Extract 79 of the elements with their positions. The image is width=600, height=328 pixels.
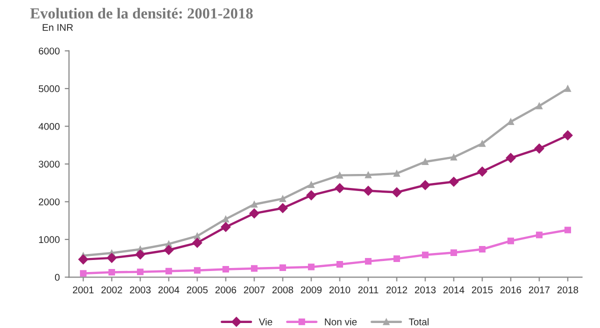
point [108, 268, 116, 276]
point [222, 266, 230, 273]
point [448, 176, 459, 187]
point [192, 238, 202, 248]
legend-label: Total [408, 318, 429, 326]
x-tick-label: 2008 [272, 286, 294, 294]
point [222, 216, 230, 222]
x-tick-label: 2011 [358, 286, 378, 294]
point [364, 258, 372, 265]
point [393, 255, 400, 262]
point [478, 140, 486, 147]
point [450, 249, 458, 256]
point [364, 172, 372, 178]
x-tick-label: 2006 [215, 286, 236, 294]
point [564, 85, 572, 92]
point [534, 144, 544, 154]
point [334, 183, 345, 194]
y-tick-label: 2000 [38, 198, 60, 206]
point [165, 268, 172, 274]
point [194, 232, 201, 240]
x-tick-label: 2012 [386, 286, 408, 294]
x-tick-label: 2001 [72, 286, 94, 294]
legend-label: Vie [258, 318, 272, 326]
point [478, 246, 486, 253]
point [393, 170, 400, 177]
y-tick-label: 4000 [38, 123, 60, 130]
legend-label: Non vie [324, 318, 357, 326]
point [422, 252, 429, 258]
point [363, 186, 374, 196]
x-tick-label: 2014 [443, 286, 464, 294]
point [106, 252, 117, 263]
point [306, 190, 316, 200]
y-tick-label: 0 [54, 274, 60, 281]
point [308, 264, 315, 270]
y-tick-label: 6000 [38, 48, 60, 54]
point [308, 181, 315, 188]
x-tick-label: 2002 [101, 286, 122, 294]
x-tick-label: 2010 [329, 286, 350, 294]
chart-title: Evolution de la densité: 2001-2018 [30, 8, 253, 19]
x-tick-label: 2018 [557, 286, 578, 294]
point [250, 265, 258, 272]
x-tick-label: 2005 [186, 286, 208, 294]
y-axis-title: En INR [42, 24, 73, 31]
point [336, 172, 344, 179]
point [249, 208, 260, 218]
point [420, 180, 430, 190]
x-tick-label: 2004 [158, 286, 180, 294]
point [564, 226, 572, 234]
point [450, 154, 458, 161]
point [507, 238, 514, 244]
y-tick-label: 5000 [38, 85, 60, 92]
point [278, 203, 288, 214]
point [536, 232, 543, 238]
point [392, 187, 402, 198]
point [506, 153, 516, 163]
point [477, 166, 488, 176]
point [220, 222, 231, 232]
point [136, 268, 144, 276]
x-tick-label: 2007 [244, 286, 265, 294]
x-tick-label: 2015 [472, 286, 493, 294]
point [164, 245, 174, 255]
point [250, 201, 258, 208]
x-tick-label: 2013 [414, 286, 436, 294]
point [194, 267, 201, 274]
x-tick-label: 2016 [500, 286, 522, 294]
point [562, 130, 573, 140]
y-tick-label: 3000 [38, 160, 60, 168]
x-tick-label: 2017 [528, 286, 550, 294]
point [78, 254, 88, 264]
point [279, 264, 286, 272]
point [336, 261, 344, 268]
point [422, 158, 429, 166]
point [279, 195, 286, 202]
x-tick-label: 2009 [300, 286, 322, 294]
point [80, 270, 87, 277]
x-tick-label: 2003 [130, 286, 151, 294]
y-tick-label: 1000 [39, 236, 60, 244]
point [536, 102, 543, 110]
point [135, 250, 146, 260]
